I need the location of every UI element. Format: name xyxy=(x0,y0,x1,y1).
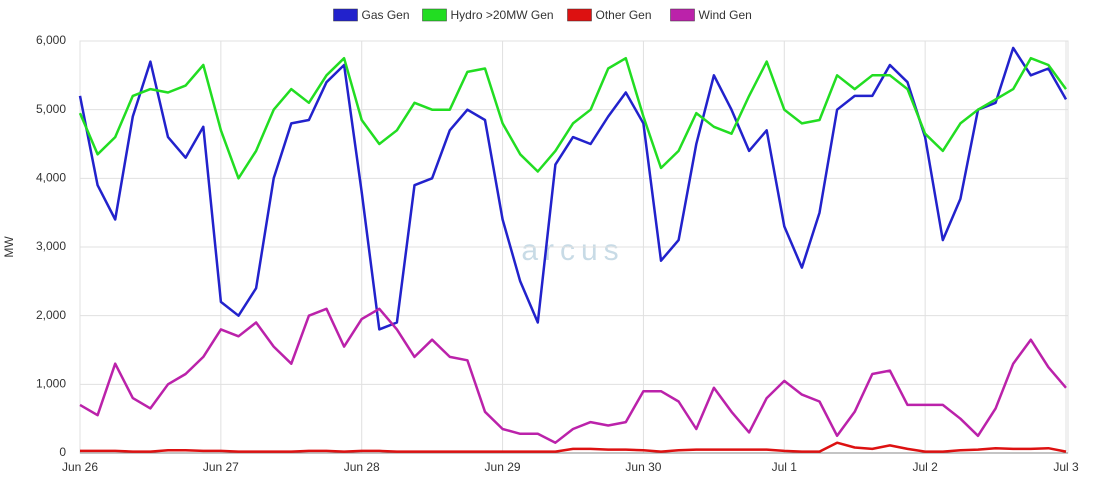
y-tick-label: 4,000 xyxy=(36,171,66,185)
x-tick-label: Jun 27 xyxy=(203,460,239,474)
series-line xyxy=(78,46,1068,331)
y-axis-label: MW xyxy=(2,236,16,258)
y-tick-label: 3,000 xyxy=(36,239,66,253)
x-tick-label: Jul 3 xyxy=(1053,460,1079,474)
x-tick-label: Jun 29 xyxy=(485,460,521,474)
y-tick-label: 2,000 xyxy=(36,308,66,322)
series-line xyxy=(78,56,1068,180)
x-tick-label: Jul 2 xyxy=(912,460,938,474)
series-line xyxy=(79,307,1067,444)
legend-label: Other Gen xyxy=(596,8,652,22)
legend-swatch xyxy=(333,8,358,22)
watermark: arcus xyxy=(521,234,624,267)
y-tick-label: 0 xyxy=(59,445,66,459)
x-tick-label: Jul 1 xyxy=(772,460,798,474)
legend-swatch xyxy=(567,8,592,22)
x-tick-label: Jun 28 xyxy=(344,460,380,474)
legend-swatch xyxy=(670,8,695,22)
x-tick-label: Jun 26 xyxy=(62,460,98,474)
y-tick-label: 6,000 xyxy=(36,33,66,47)
legend-label: Wind Gen xyxy=(699,8,752,22)
legend-swatch xyxy=(422,8,447,22)
legend-label: Hydro >20MW Gen xyxy=(451,8,554,22)
y-tick-label: 5,000 xyxy=(36,102,66,116)
x-tick-label: Jun 30 xyxy=(625,460,661,474)
series-line xyxy=(80,441,1067,453)
legend-label: Gas Gen xyxy=(362,8,410,22)
y-tick-label: 1,000 xyxy=(36,377,66,391)
